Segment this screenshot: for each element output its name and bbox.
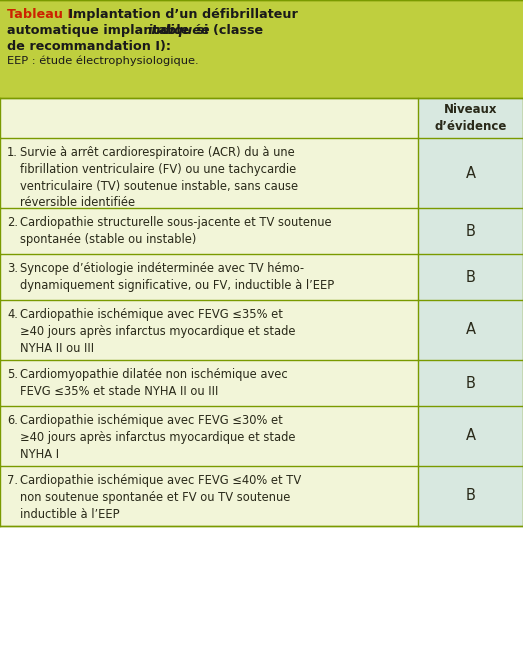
Bar bbox=[0, 406, 418, 466]
Bar bbox=[418, 98, 523, 138]
Text: Implantation d’un défibrillateur: Implantation d’un défibrillateur bbox=[64, 8, 298, 21]
Bar bbox=[418, 466, 523, 526]
Bar bbox=[0, 0, 523, 98]
Bar bbox=[418, 254, 523, 300]
Text: automatique implantable: automatique implantable bbox=[7, 24, 194, 37]
Text: B: B bbox=[465, 488, 475, 503]
Text: 6.: 6. bbox=[7, 414, 18, 427]
Text: B: B bbox=[465, 376, 475, 391]
Text: 7.: 7. bbox=[7, 474, 18, 487]
Text: 1.: 1. bbox=[7, 146, 18, 159]
Text: 2.: 2. bbox=[7, 216, 18, 229]
Text: Cardiopathie ischémique avec FEVG ≤40% et TV
non soutenue spontanée et FV ou TV : Cardiopathie ischémique avec FEVG ≤40% e… bbox=[20, 474, 301, 521]
Text: 3.: 3. bbox=[7, 262, 18, 275]
Text: EEP : étude électrophysiologique.: EEP : étude électrophysiologique. bbox=[7, 56, 199, 67]
Bar bbox=[0, 254, 418, 300]
Text: A: A bbox=[465, 428, 475, 444]
Text: B: B bbox=[465, 270, 475, 285]
Bar bbox=[0, 300, 418, 360]
Text: A: A bbox=[465, 165, 475, 181]
Bar bbox=[418, 138, 523, 208]
Bar bbox=[0, 98, 418, 138]
Text: Cardiopathie ischémique avec FEVG ≤30% et
≥40 jours après infarctus myocardique : Cardiopathie ischémique avec FEVG ≤30% e… bbox=[20, 414, 295, 461]
Text: B: B bbox=[465, 223, 475, 239]
Text: A: A bbox=[465, 322, 475, 337]
Text: Niveaux
d’évidence: Niveaux d’évidence bbox=[434, 103, 507, 133]
Text: 4.: 4. bbox=[7, 308, 18, 321]
Text: Tableau I.: Tableau I. bbox=[7, 8, 77, 21]
Text: si (classe: si (classe bbox=[192, 24, 263, 37]
Bar bbox=[418, 208, 523, 254]
Text: Survie à arrêt cardiorespiratoire (ACR) du à une
fibrillation ventriculaire (FV): Survie à arrêt cardiorespiratoire (ACR) … bbox=[20, 146, 298, 210]
Text: Cardiopathie ischémique avec FEVG ≤35% et
≥40 jours après infarctus myocardique : Cardiopathie ischémique avec FEVG ≤35% e… bbox=[20, 308, 295, 355]
Bar bbox=[0, 466, 418, 526]
Text: Cardiopathie structurelle sous-jacente et TV soutenue
spontанée (stable ou insta: Cardiopathie structurelle sous-jacente e… bbox=[20, 216, 332, 246]
Text: 5.: 5. bbox=[7, 368, 18, 381]
Text: Syncope d’étiologie indéterminée avec TV hémo-
dynamiquement significative, ou F: Syncope d’étiologie indéterminée avec TV… bbox=[20, 262, 334, 292]
Bar bbox=[418, 360, 523, 406]
Text: de recommandation I):: de recommandation I): bbox=[7, 40, 171, 53]
Bar bbox=[0, 138, 418, 208]
Bar bbox=[418, 406, 523, 466]
Bar bbox=[0, 360, 418, 406]
Text: indiquée: indiquée bbox=[148, 24, 210, 37]
Bar bbox=[0, 208, 418, 254]
Bar bbox=[418, 300, 523, 360]
Text: Cardiomyopathie dilatée non ischémique avec
FEVG ≤35% et stade NYHA II ou III: Cardiomyopathie dilatée non ischémique a… bbox=[20, 368, 288, 398]
